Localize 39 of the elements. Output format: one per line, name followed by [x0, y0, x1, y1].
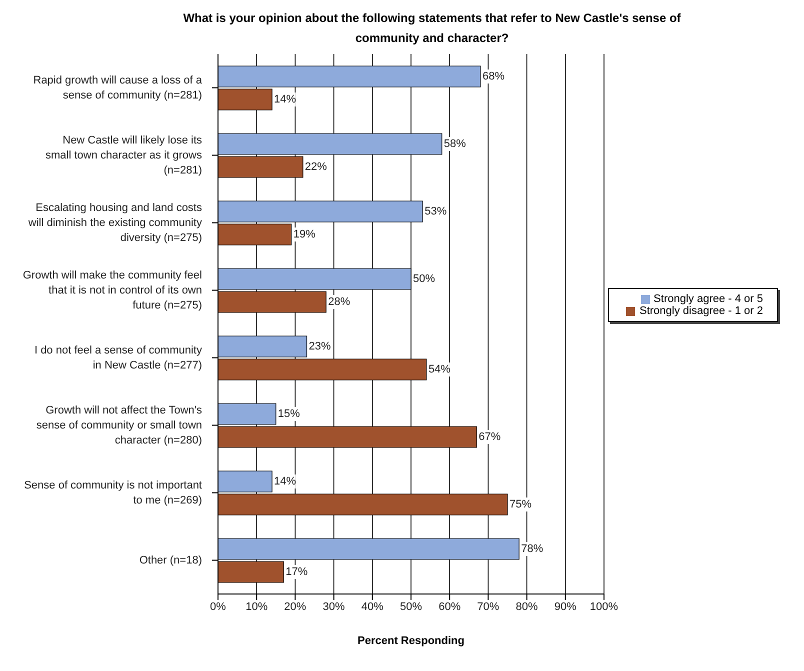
y-tick-label: Rapid growth will cause a loss of a sense of community (n=281) [33, 74, 203, 102]
chart-title: What is your opinion about the following statements that refer to New Castle's sense of community and character? [182, 10, 682, 47]
y-tick-label: Growth will not affect the Town's sense of community or small town character (n=280) [36, 404, 202, 446]
x-tick-label: 100% [590, 600, 618, 613]
data-label: 75% [510, 498, 532, 510]
data-label: 78% [521, 543, 544, 555]
data-label: 14% [274, 476, 296, 488]
x-tick-label: 80% [516, 600, 538, 613]
legend-label: Strongly disagree - 1 or 2 [639, 305, 763, 317]
x-tick-label: 0% [210, 600, 226, 613]
data-label: 23% [308, 340, 332, 352]
x-tick-label: 70% [477, 600, 500, 613]
x-axis-title: Percent Responding [358, 635, 464, 647]
x-tick-label: 20% [284, 600, 306, 613]
data-label: 68% [482, 70, 505, 82]
data-label: 22% [304, 161, 328, 173]
x-tick-label: 30% [322, 600, 346, 613]
data-label: 28% [328, 296, 350, 308]
data-label: 17% [286, 566, 308, 578]
data-label: 53% [424, 206, 447, 218]
x-tick-label: 10% [246, 600, 268, 613]
data-label: 50% [413, 273, 436, 285]
y-tick-label: New Castle will likely lose its small town character as it grows (n=281) [46, 134, 202, 176]
data-label: 54% [428, 364, 451, 376]
y-tick-label: I do not feel a sense of community in New Castle (n=277) [34, 344, 202, 372]
data-label: 14% [274, 94, 296, 106]
data-label: 67% [478, 431, 501, 443]
y-tick-label: Other (n=18) [139, 554, 202, 566]
x-tick-label: 60% [438, 600, 461, 613]
data-label: 58% [444, 138, 466, 150]
x-tick-label: 40% [361, 600, 384, 613]
y-tick-label: Escalating housing and land costs will diminish the existing community diversity (n=275) [27, 202, 202, 244]
data-label: 15% [278, 408, 300, 420]
data-label: 19% [293, 228, 316, 240]
legend-label: Strongly agree - 4 or 5 [654, 293, 763, 305]
y-tick-label: Growth will make the community feel that it is not in control of its own future (n=275) [22, 269, 202, 312]
x-tick-label: 90% [554, 600, 577, 613]
y-tick-label: Sense of community is not important to me (n=269) [24, 479, 202, 506]
x-tick-label: 50% [400, 600, 422, 613]
